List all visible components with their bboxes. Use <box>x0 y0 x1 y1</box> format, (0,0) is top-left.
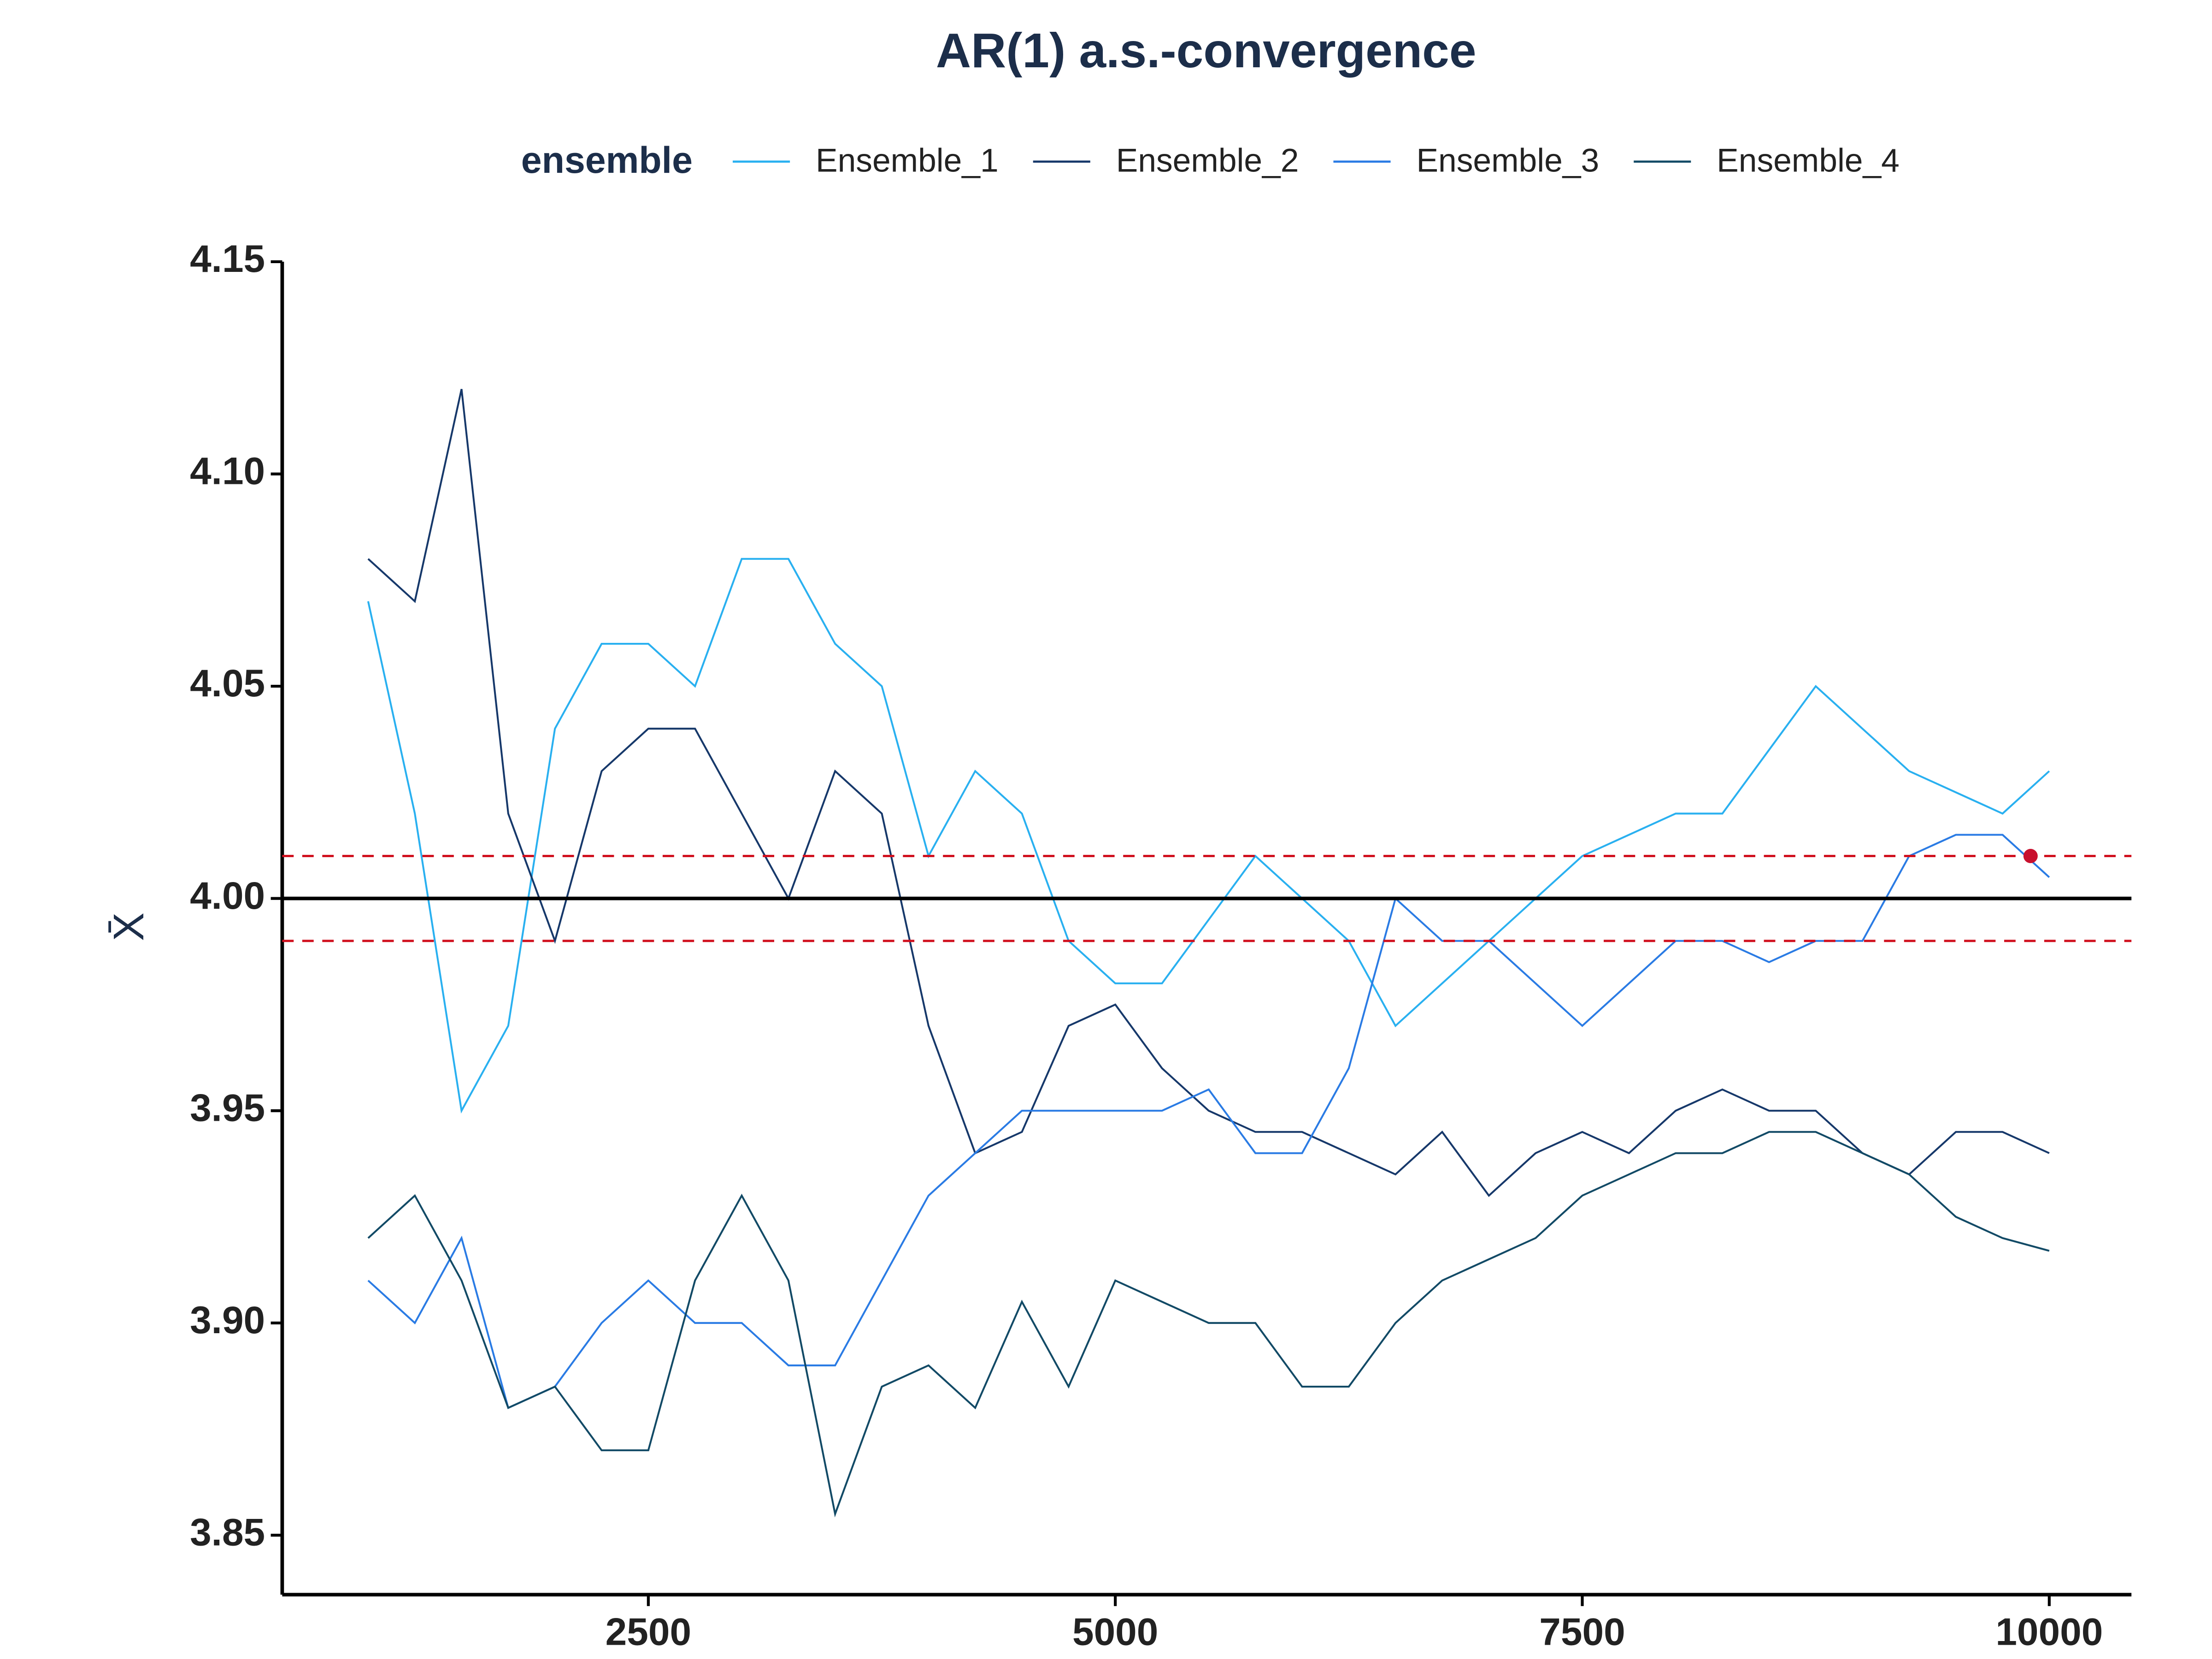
y-tick-label: 3.95 <box>190 1086 265 1129</box>
y-tick-label: 4.15 <box>190 237 265 280</box>
series-line <box>367 388 2050 1197</box>
chart-title: AR(1) a.s.-convergence <box>936 24 1477 78</box>
point <box>2023 849 2038 864</box>
x-tick-label: 2500 <box>606 1610 691 1653</box>
legend-label: Ensemble_1 <box>816 142 999 179</box>
y-tick-label: 3.85 <box>190 1511 265 1554</box>
y-tick-label: 4.05 <box>190 661 265 705</box>
legend-label: Ensemble_4 <box>1717 142 1900 179</box>
legend-label: Ensemble_2 <box>1116 142 1299 179</box>
x-tick-label: 10000 <box>1995 1610 2103 1653</box>
series-line <box>367 558 2050 1114</box>
legend-title: ensemble <box>521 140 693 181</box>
y-axis-label: X̄ <box>105 912 153 941</box>
y-tick-label: 4.10 <box>190 449 265 493</box>
series-line <box>367 1131 2050 1518</box>
y-tick-label: 3.90 <box>190 1298 265 1341</box>
legend-label: Ensemble_3 <box>1416 142 1599 179</box>
x-tick-label: 5000 <box>1072 1610 1158 1653</box>
y-tick-label: 4.00 <box>190 874 265 917</box>
x-tick-label: 7500 <box>1539 1610 1625 1653</box>
series-line <box>367 834 2050 1409</box>
